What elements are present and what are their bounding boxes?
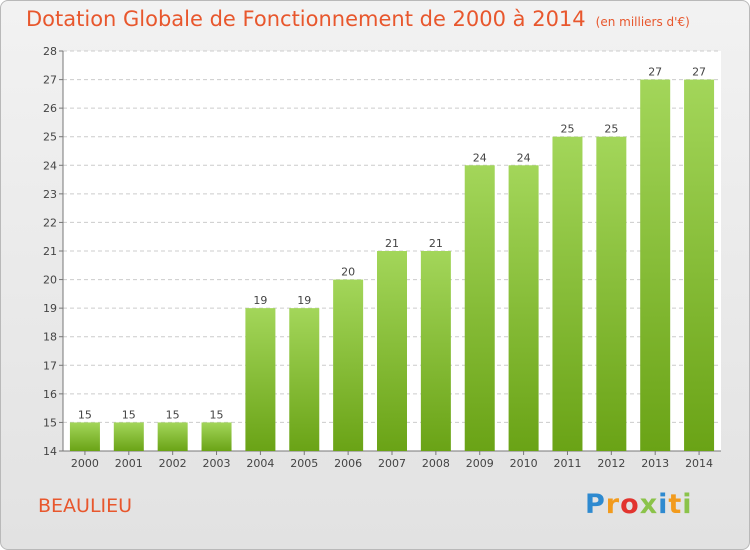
x-tick-label: 2005 [290, 457, 318, 470]
y-tick-label: 18 [43, 331, 57, 344]
logo-letter: t [668, 489, 683, 520]
logo-letter: i [682, 489, 693, 520]
bar [69, 422, 100, 451]
bar [464, 165, 495, 452]
logo-letter: r [605, 489, 621, 520]
x-tick-label: 2013 [641, 457, 669, 470]
bar-value-label: 15 [210, 408, 224, 421]
bar [508, 165, 539, 452]
x-tick-label: 2006 [334, 457, 362, 470]
x-tick-label: 2007 [378, 457, 406, 470]
x-tick-label: 2009 [466, 457, 494, 470]
bar [245, 308, 276, 451]
logo-letter: i [658, 489, 669, 520]
bar-value-label: 15 [122, 408, 136, 421]
bar-value-label: 24 [473, 151, 487, 164]
x-tick-label: 2000 [71, 457, 99, 470]
y-tick-label: 23 [43, 188, 57, 201]
bar [289, 308, 320, 451]
x-tick-label: 2011 [553, 457, 581, 470]
bar [377, 251, 407, 451]
x-tick-label: 2002 [159, 457, 187, 470]
bar-value-label: 25 [560, 123, 574, 136]
logo-letter: o [620, 489, 640, 520]
y-tick-label: 26 [43, 102, 57, 115]
commune-name: BEAULIEU [38, 495, 133, 517]
bar [420, 251, 451, 451]
y-tick-label: 27 [43, 74, 57, 87]
chart-unit: (en milliers d'€) [595, 15, 690, 29]
x-tick-label: 2010 [510, 457, 538, 470]
y-tick-label: 17 [43, 359, 57, 372]
bar-value-label: 20 [341, 266, 355, 279]
bar-value-label: 21 [385, 237, 399, 250]
y-tick-label: 20 [43, 274, 57, 287]
y-tick-label: 24 [43, 159, 57, 172]
bar [113, 422, 144, 451]
bar-value-label: 21 [429, 237, 443, 250]
x-tick-label: 2001 [115, 457, 143, 470]
y-tick-label: 16 [43, 388, 57, 401]
y-tick-label: 19 [43, 302, 57, 315]
logo-letter: x [639, 489, 659, 520]
y-tick-label: 25 [43, 131, 57, 144]
y-tick-label: 15 [43, 416, 57, 429]
x-tick-label: 2014 [685, 457, 713, 470]
bar-value-label: 15 [166, 408, 180, 421]
bar [596, 136, 627, 451]
proxiti-logo: Proxiti [585, 489, 693, 520]
bar-value-label: 24 [517, 151, 531, 164]
y-tick-label: 21 [43, 245, 57, 258]
bar-value-label: 27 [648, 66, 662, 79]
bar [333, 279, 364, 451]
y-tick-label: 14 [43, 445, 57, 458]
bar [640, 79, 671, 452]
y-tick-label: 28 [43, 45, 57, 58]
chart-title: Dotation Globale de Fonctionnement de 20… [26, 7, 690, 31]
bar [201, 422, 232, 451]
logo-letter: P [585, 489, 606, 520]
bar-value-label: 19 [253, 294, 267, 307]
chart-title-text: Dotation Globale de Fonctionnement de 20… [26, 7, 586, 31]
bar-value-label: 27 [692, 66, 706, 79]
x-tick-label: 2003 [203, 457, 231, 470]
x-tick-label: 2012 [597, 457, 625, 470]
x-tick-label: 2008 [422, 457, 450, 470]
x-tick-label: 2004 [246, 457, 274, 470]
y-tick-label: 22 [43, 216, 57, 229]
bar-value-label: 19 [297, 294, 311, 307]
bar-value-label: 25 [604, 123, 618, 136]
bar [157, 422, 188, 451]
bar [684, 79, 715, 452]
bar [552, 136, 583, 451]
bar-value-label: 15 [78, 408, 92, 421]
